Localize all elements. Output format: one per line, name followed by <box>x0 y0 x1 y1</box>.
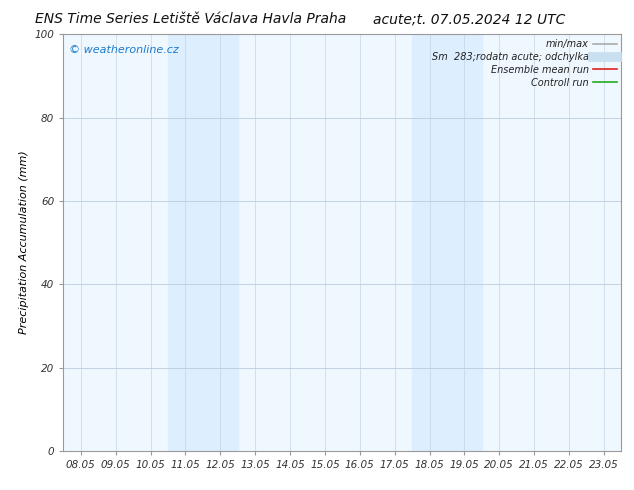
Y-axis label: Precipitation Accumulation (mm): Precipitation Accumulation (mm) <box>19 151 29 334</box>
Text: ENS Time Series Letiště Václava Havla Praha: ENS Time Series Letiště Václava Havla Pr… <box>35 12 346 26</box>
Text: acute;t. 07.05.2024 12 UTC: acute;t. 07.05.2024 12 UTC <box>373 12 566 26</box>
Bar <box>412 34 482 451</box>
Text: © weatheronline.cz: © weatheronline.cz <box>69 45 179 55</box>
Legend: min/max, Sm  283;rodatn acute; odchylka, Ensemble mean run, Controll run: min/max, Sm 283;rodatn acute; odchylka, … <box>428 35 621 92</box>
Bar <box>168 34 238 451</box>
